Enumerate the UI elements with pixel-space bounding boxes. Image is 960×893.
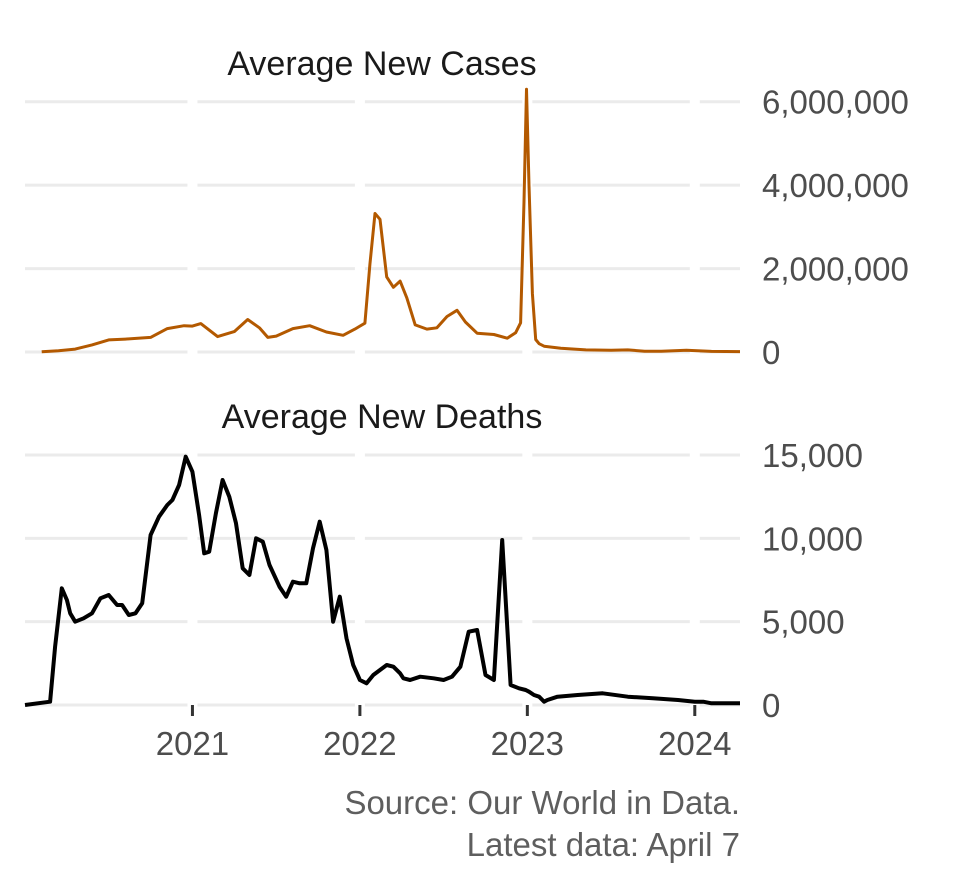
deaths-y-axis: 0 5,000 10,000 15,000 (762, 437, 863, 724)
cases-gridlines (25, 100, 740, 354)
cases-y-tick-label: 6,000,000 (762, 84, 909, 121)
cases-panel: Average New Cases 0 2,000,000 4,000,000 6,0… (25, 45, 909, 371)
deaths-y-tick-label: 10,000 (762, 520, 863, 557)
deaths-title: Average New Deaths (222, 398, 543, 436)
deaths-y-tick-label: 0 (762, 687, 780, 724)
deaths-y-tick-label: 5,000 (762, 604, 845, 641)
x-tick-label: 2023 (491, 725, 564, 762)
cases-y-tick-label: 2,000,000 (762, 251, 909, 288)
cases-series-line (41, 87, 741, 354)
deaths-panel: Average New Deaths 0 5,000 10,000 15,000 20… (24, 398, 863, 762)
deaths-y-tick-label: 15,000 (762, 437, 863, 474)
x-axis: 2021 2022 2023 2024 (156, 705, 732, 762)
cases-y-axis: 0 2,000,000 4,000,000 6,000,000 (762, 84, 909, 371)
cases-title: Average New Cases (227, 45, 536, 83)
source-line: Source: Our World in Data. (344, 784, 740, 821)
cases-y-tick-label: 4,000,000 (762, 167, 909, 204)
x-tick-label: 2022 (323, 725, 396, 762)
source-note: Source: Our World in Data. Latest data: … (344, 782, 740, 866)
latest-data-line: Latest data: April 7 (466, 826, 740, 863)
cases-y-tick-label: 0 (762, 334, 780, 371)
deaths-series-line (24, 454, 740, 707)
x-tick-label: 2021 (156, 725, 229, 762)
x-tick-label: 2024 (658, 725, 731, 762)
